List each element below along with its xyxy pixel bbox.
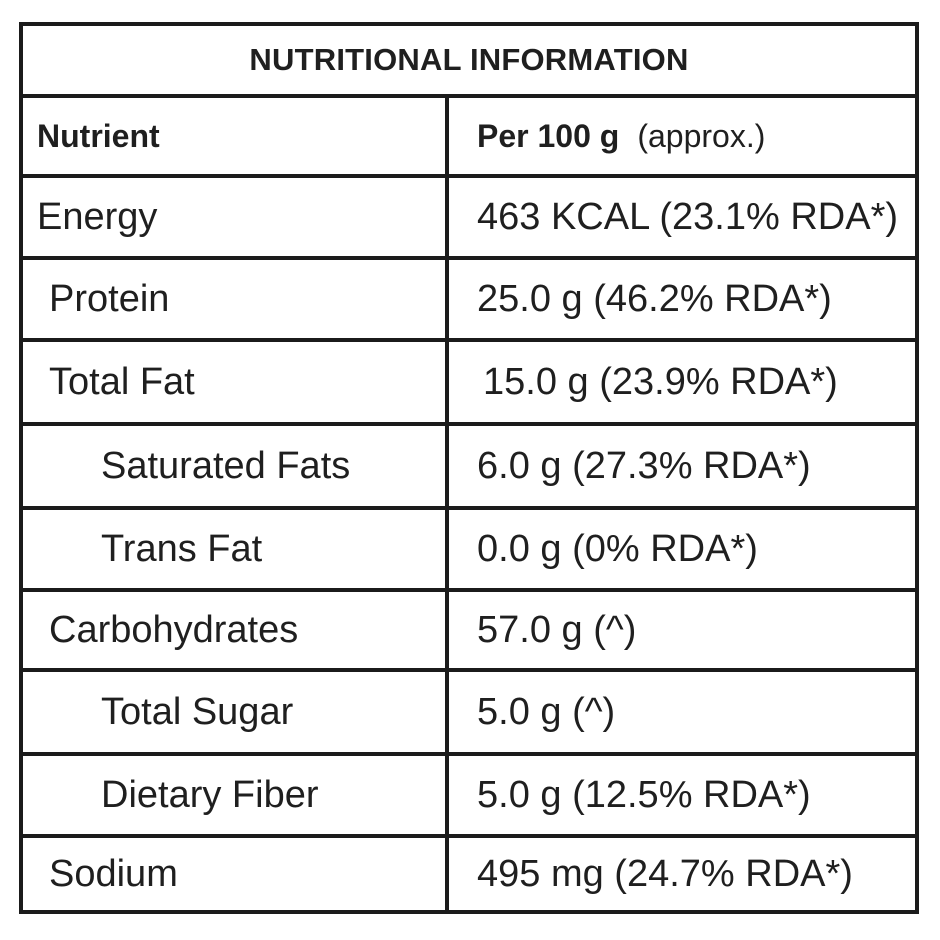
nutrient-name: Energy bbox=[23, 178, 449, 256]
nutrient-name: Sodium bbox=[23, 838, 449, 910]
table-row-carbohydrates: Carbohydrates 57.0 g (^) bbox=[23, 592, 915, 672]
table-row-energy: Energy 463 KCAL (23.1% RDA*) bbox=[23, 178, 915, 260]
table-row-total-fat: Total Fat 15.0 g (23.9% RDA*) bbox=[23, 342, 915, 426]
table-row-total-sugar: Total Sugar 5.0 g (^) bbox=[23, 672, 915, 756]
nutrient-name: Carbohydrates bbox=[23, 592, 449, 668]
table-title: NUTRITIONAL INFORMATION bbox=[23, 26, 915, 98]
nutrient-value: 5.0 g (12.5% RDA*) bbox=[477, 773, 811, 816]
nutrient-value: 57.0 g (^) bbox=[477, 608, 637, 651]
nutrient-name: Total Sugar bbox=[23, 672, 449, 752]
table-row-trans-fat: Trans Fat 0.0 g (0% RDA*) bbox=[23, 510, 915, 592]
table-header-row: Nutrient Per 100 g (approx.) bbox=[23, 98, 915, 178]
per-100g-label: Per 100 g bbox=[477, 117, 620, 154]
nutrient-value: 495 mg (24.7% RDA*) bbox=[477, 852, 853, 895]
nutrient-value: 5.0 g (^) bbox=[477, 690, 616, 733]
nutrient-name: Saturated Fats bbox=[23, 426, 449, 506]
nutrient-column-header: Nutrient bbox=[23, 98, 449, 174]
per-100g-column-header: Per 100 g (approx.) bbox=[449, 98, 915, 174]
nutrient-name: Total Fat bbox=[23, 342, 449, 422]
table-row-saturated-fats: Saturated Fats 6.0 g (27.3% RDA*) bbox=[23, 426, 915, 510]
nutrient-value: 463 KCAL (23.1% RDA*) bbox=[477, 195, 899, 238]
nutrient-name: Dietary Fiber bbox=[23, 756, 449, 834]
nutrient-value: 0.0 g (0% RDA*) bbox=[477, 527, 758, 570]
table-row-sodium: Sodium 495 mg (24.7% RDA*) bbox=[23, 838, 915, 910]
approx-label: (approx.) bbox=[637, 117, 766, 154]
table-row-dietary-fiber: Dietary Fiber 5.0 g (12.5% RDA*) bbox=[23, 756, 915, 838]
nutrient-name: Protein bbox=[23, 260, 449, 338]
nutrition-table: NUTRITIONAL INFORMATION Nutrient Per 100… bbox=[19, 22, 919, 914]
nutrient-value: 25.0 g (46.2% RDA*) bbox=[477, 277, 832, 320]
nutrient-value: 15.0 g (23.9% RDA*) bbox=[483, 360, 838, 403]
table-row-protein: Protein 25.0 g (46.2% RDA*) bbox=[23, 260, 915, 342]
nutrient-name: Trans Fat bbox=[23, 510, 449, 588]
nutrient-value: 6.0 g (27.3% RDA*) bbox=[477, 444, 811, 487]
